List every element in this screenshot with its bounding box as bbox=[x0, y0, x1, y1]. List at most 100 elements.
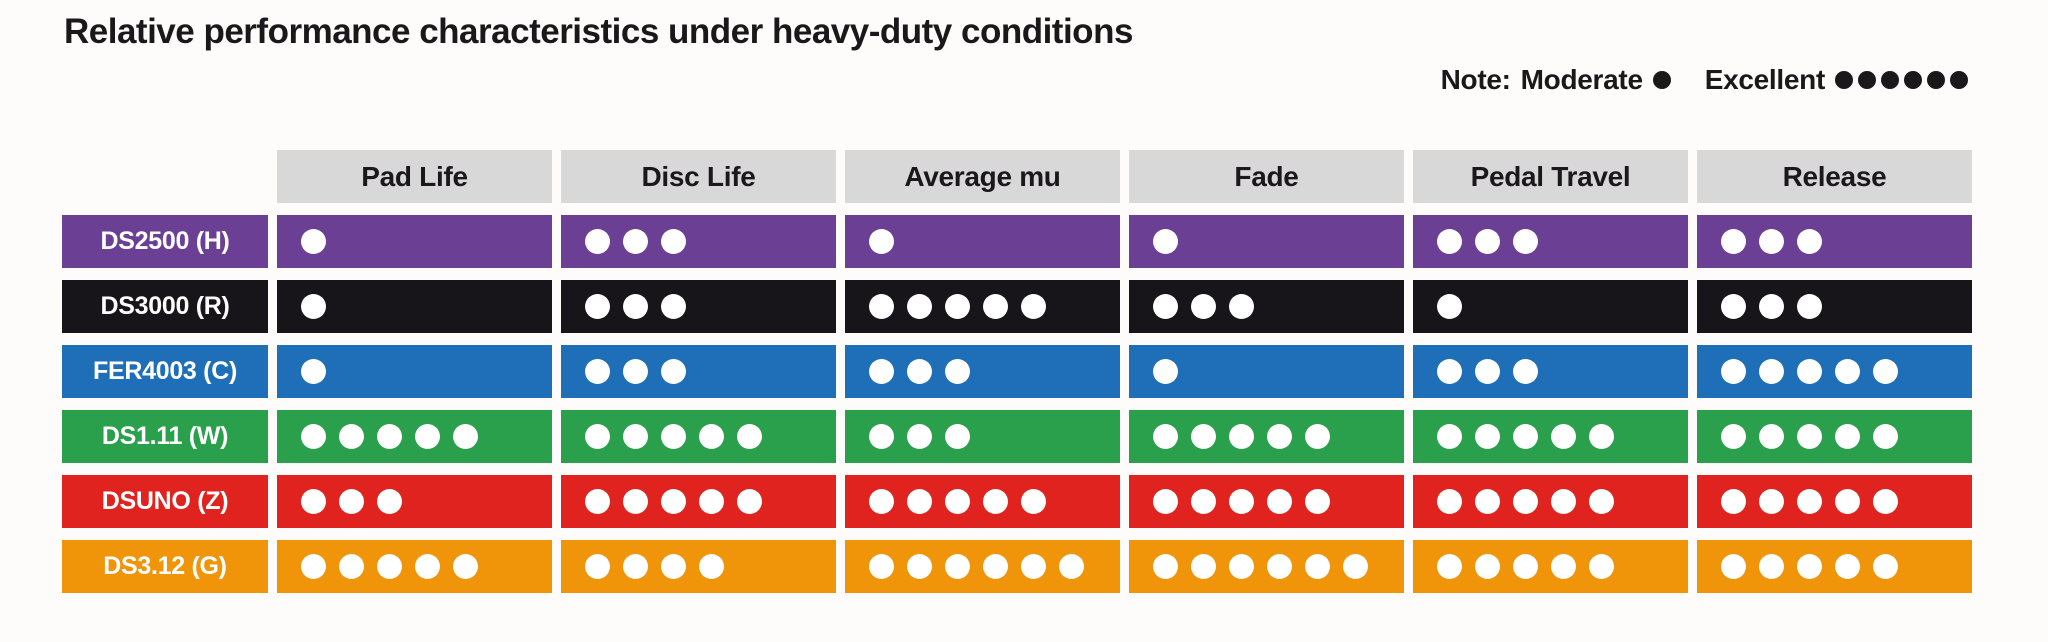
rating-cell-ds1-11-w-average-mu bbox=[845, 410, 1120, 463]
rating-cell-ds2500-h-fade bbox=[1129, 215, 1404, 268]
rating-dot bbox=[1873, 489, 1898, 514]
rating-dot bbox=[1475, 554, 1500, 579]
moderate-rating-dots bbox=[1652, 71, 1671, 89]
rating-dot bbox=[945, 554, 970, 579]
rating-cell-ds3000-r-disc-life bbox=[561, 280, 836, 333]
rating-dot bbox=[1835, 554, 1860, 579]
rating-dot bbox=[1437, 554, 1462, 579]
rating-dot bbox=[623, 424, 648, 449]
rating-cell-ds1-11-w-release bbox=[1697, 410, 1972, 463]
rating-dot bbox=[1059, 554, 1084, 579]
rating-cell-ds2500-h-average-mu bbox=[845, 215, 1120, 268]
rating-dot bbox=[301, 294, 326, 319]
rating-dot bbox=[623, 554, 648, 579]
rating-dot bbox=[339, 489, 364, 514]
rating-dot bbox=[453, 424, 478, 449]
rating-dot bbox=[1589, 489, 1614, 514]
rating-cell-ds3-12-g-average-mu bbox=[845, 540, 1120, 593]
rating-dot bbox=[661, 424, 686, 449]
rating-dot bbox=[1835, 489, 1860, 514]
row-label-ds3000-r: DS3000 (R) bbox=[62, 280, 268, 333]
rating-cell-ds3-12-g-pedal-travel bbox=[1413, 540, 1688, 593]
rating-cell-fer4003-c-disc-life bbox=[561, 345, 836, 398]
rating-dot bbox=[983, 489, 1008, 514]
rating-dot bbox=[1475, 359, 1500, 384]
rating-dot bbox=[1343, 554, 1368, 579]
rating-dot bbox=[1153, 424, 1178, 449]
rating-dot bbox=[1759, 424, 1784, 449]
rating-dot bbox=[945, 424, 970, 449]
rating-dot bbox=[1513, 489, 1538, 514]
excellent-dot bbox=[1858, 71, 1876, 89]
rating-dot bbox=[945, 294, 970, 319]
rating-dot bbox=[1513, 554, 1538, 579]
rating-dot bbox=[1191, 489, 1216, 514]
rating-dot bbox=[1437, 424, 1462, 449]
excellent-label: Excellent bbox=[1704, 64, 1826, 95]
rating-dot bbox=[585, 424, 610, 449]
rating-dot bbox=[1513, 229, 1538, 254]
rating-dot bbox=[1229, 424, 1254, 449]
rating-dot bbox=[1551, 489, 1576, 514]
rating-dot bbox=[1721, 229, 1746, 254]
rating-dot bbox=[907, 294, 932, 319]
note-label: Note: bbox=[1440, 64, 1511, 95]
rating-dot bbox=[1267, 489, 1292, 514]
page-title: Relative performance characteristics und… bbox=[64, 12, 1133, 51]
rating-dot bbox=[301, 359, 326, 384]
column-header-pedal-travel: Pedal Travel bbox=[1413, 150, 1688, 203]
excellent-dot bbox=[1927, 71, 1945, 89]
rating-cell-fer4003-c-average-mu bbox=[845, 345, 1120, 398]
rating-dot bbox=[1873, 554, 1898, 579]
rating-dot bbox=[377, 554, 402, 579]
rating-dot bbox=[1153, 359, 1178, 384]
rating-dot bbox=[1437, 229, 1462, 254]
rating-cell-ds3000-r-pad-life bbox=[277, 280, 552, 333]
rating-dot bbox=[377, 424, 402, 449]
excellent-dot bbox=[1904, 71, 1922, 89]
rating-dot bbox=[661, 554, 686, 579]
rating-dot bbox=[1835, 424, 1860, 449]
rating-cell-dsuno-z-fade bbox=[1129, 475, 1404, 528]
rating-cell-ds3-12-g-disc-life bbox=[561, 540, 836, 593]
rating-cell-ds3000-r-average-mu bbox=[845, 280, 1120, 333]
rating-dot bbox=[585, 489, 610, 514]
rating-dot bbox=[1229, 489, 1254, 514]
rating-dot bbox=[1721, 294, 1746, 319]
rating-dot bbox=[585, 554, 610, 579]
rating-dot bbox=[585, 294, 610, 319]
rating-dot bbox=[869, 489, 894, 514]
rating-cell-ds3000-r-fade bbox=[1129, 280, 1404, 333]
rating-dot bbox=[585, 229, 610, 254]
rating-dot bbox=[1475, 489, 1500, 514]
rating-cell-ds1-11-w-fade bbox=[1129, 410, 1404, 463]
rating-dot bbox=[869, 294, 894, 319]
rating-dot bbox=[1229, 294, 1254, 319]
rating-dot bbox=[983, 554, 1008, 579]
rating-dot bbox=[869, 424, 894, 449]
rating-dot bbox=[623, 489, 648, 514]
rating-dot bbox=[1721, 554, 1746, 579]
excellent-rating-dots bbox=[1835, 71, 1968, 89]
rating-dot bbox=[1797, 554, 1822, 579]
rating-dot bbox=[1759, 229, 1784, 254]
rating-dot bbox=[1835, 359, 1860, 384]
rating-dot bbox=[1797, 424, 1822, 449]
rating-cell-ds3000-r-pedal-travel bbox=[1413, 280, 1688, 333]
rating-dot bbox=[623, 229, 648, 254]
rating-cell-fer4003-c-fade bbox=[1129, 345, 1404, 398]
rating-dot bbox=[661, 489, 686, 514]
rating-dot bbox=[1589, 554, 1614, 579]
row-label-dsuno-z: DSUNO (Z) bbox=[62, 475, 268, 528]
rating-cell-fer4003-c-pad-life bbox=[277, 345, 552, 398]
rating-dot bbox=[1513, 359, 1538, 384]
rating-dot bbox=[945, 359, 970, 384]
rating-dot bbox=[737, 489, 762, 514]
rating-dot bbox=[301, 489, 326, 514]
rating-dot bbox=[623, 294, 648, 319]
rating-dot bbox=[1305, 424, 1330, 449]
rating-dot bbox=[1513, 424, 1538, 449]
rating-dot bbox=[1759, 554, 1784, 579]
rating-dot bbox=[1797, 294, 1822, 319]
rating-dot bbox=[1721, 424, 1746, 449]
